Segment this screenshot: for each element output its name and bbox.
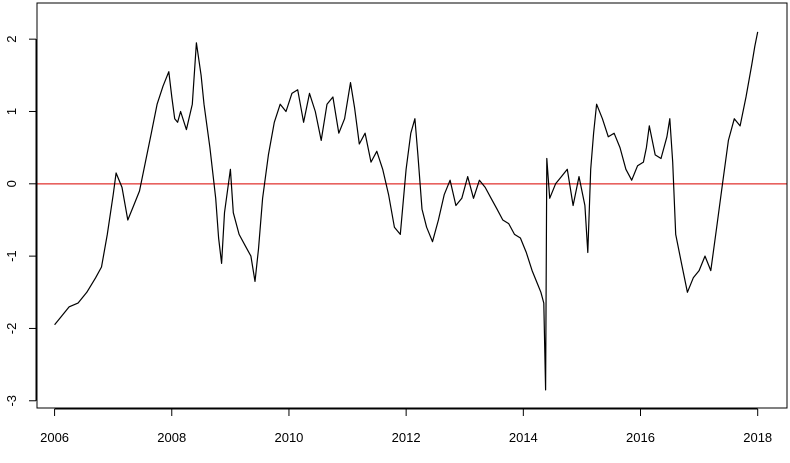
x-tick-label-2010: 2010 xyxy=(274,430,303,445)
y-tick-label--1: -1 xyxy=(4,250,19,262)
y-tick-label-0: 0 xyxy=(4,180,19,187)
y-tick-label--3: -3 xyxy=(4,395,19,407)
plot-area xyxy=(37,31,787,391)
y-tick-label-2: 2 xyxy=(4,36,19,43)
plot-frame xyxy=(36,2,788,409)
x-tick-label-2006: 2006 xyxy=(40,430,69,445)
x-tick-label-2014: 2014 xyxy=(509,430,538,445)
x-tick-label-2018: 2018 xyxy=(743,430,772,445)
x-tick-label-2008: 2008 xyxy=(157,430,186,445)
series-line-0 xyxy=(54,31,759,391)
x-tick-label-2016: 2016 xyxy=(626,430,655,445)
axes: 2006 2008 2010 2012 2014 2016 2018 -3 -2 -1 0 1 2 xyxy=(4,2,788,445)
y-tick-label--2: -2 xyxy=(4,323,19,335)
x-tick-label-2012: 2012 xyxy=(392,430,421,445)
y-tick-label-1: 1 xyxy=(4,108,19,115)
